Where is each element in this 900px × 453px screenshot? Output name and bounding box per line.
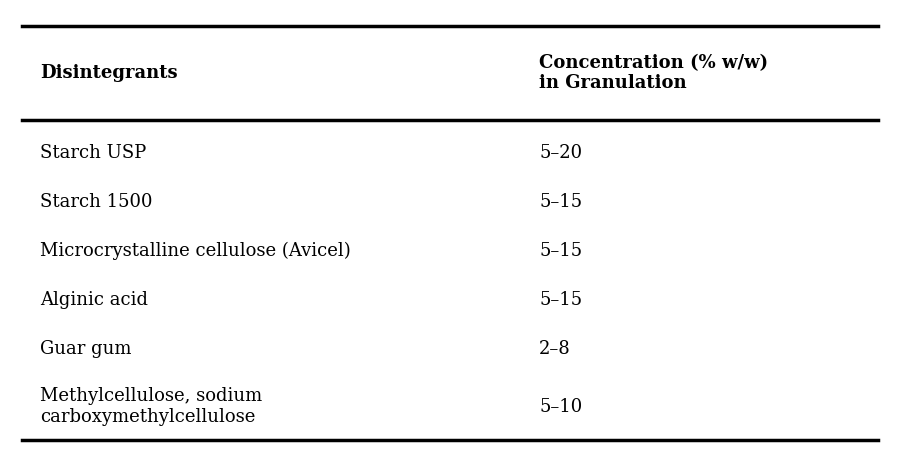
Text: Disintegrants: Disintegrants <box>40 64 177 82</box>
Text: 5–15: 5–15 <box>539 291 582 309</box>
Text: Guar gum: Guar gum <box>40 340 131 358</box>
Text: Starch 1500: Starch 1500 <box>40 193 152 211</box>
Text: Methylcellulose, sodium
carboxymethylcellulose: Methylcellulose, sodium carboxymethylcel… <box>40 387 262 426</box>
Text: Concentration (% w/w)
in Granulation: Concentration (% w/w) in Granulation <box>539 54 769 92</box>
Text: 5–15: 5–15 <box>539 193 582 211</box>
Text: 5–10: 5–10 <box>539 398 582 415</box>
Text: 5–20: 5–20 <box>539 144 582 162</box>
Text: 2–8: 2–8 <box>539 340 571 358</box>
Text: Microcrystalline cellulose (Avicel): Microcrystalline cellulose (Avicel) <box>40 242 351 260</box>
Text: Starch USP: Starch USP <box>40 144 146 162</box>
Text: Alginic acid: Alginic acid <box>40 291 148 309</box>
Text: 5–15: 5–15 <box>539 242 582 260</box>
